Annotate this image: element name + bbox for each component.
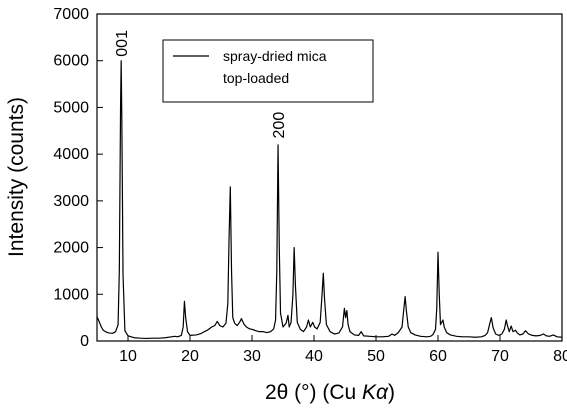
y-tick-label: 4000 xyxy=(53,146,89,163)
y-tick-label: 6000 xyxy=(53,53,89,70)
y-tick-label: 0 xyxy=(80,333,89,350)
legend-label-line-1: spray-dried mica xyxy=(223,48,327,64)
x-axis-title-prefix: 2θ (°) (Cu xyxy=(265,381,362,404)
x-tick-label: 70 xyxy=(491,348,509,365)
x-tick-label: 20 xyxy=(181,348,199,365)
x-tick-label: 10 xyxy=(119,348,137,365)
x-axis-title-radiation: Kα xyxy=(362,381,389,404)
legend-label-line-2: top-loaded xyxy=(223,70,289,86)
y-axis: 0 1000 2000 3000 4000 5000 6000 7000 xyxy=(53,6,103,350)
y-tick-label: 3000 xyxy=(53,193,89,210)
y-tick-label: 1000 xyxy=(53,286,89,303)
x-tick-label: 60 xyxy=(429,348,447,365)
y-tick-label: 7000 xyxy=(53,6,89,23)
x-tick-label: 30 xyxy=(243,348,261,365)
x-axis-title-suffix: ) xyxy=(388,381,395,404)
y-tick-label: 2000 xyxy=(53,240,89,257)
x-tick-label: 50 xyxy=(367,348,385,365)
y-axis-title: Intensity (counts) xyxy=(5,97,28,257)
x-tick-label: 40 xyxy=(305,348,323,365)
x-tick-label: 80 xyxy=(553,348,567,365)
y-tick-label: 5000 xyxy=(53,99,89,116)
peak-annotation: 001 xyxy=(114,30,131,57)
x-axis: 10 20 30 40 50 60 70 80 xyxy=(119,335,567,365)
peak-annotation: 200 xyxy=(271,112,288,139)
legend: spray-dried mica top-loaded xyxy=(163,40,373,102)
x-axis-title: 2θ (°) (Cu Kα) xyxy=(265,381,395,404)
